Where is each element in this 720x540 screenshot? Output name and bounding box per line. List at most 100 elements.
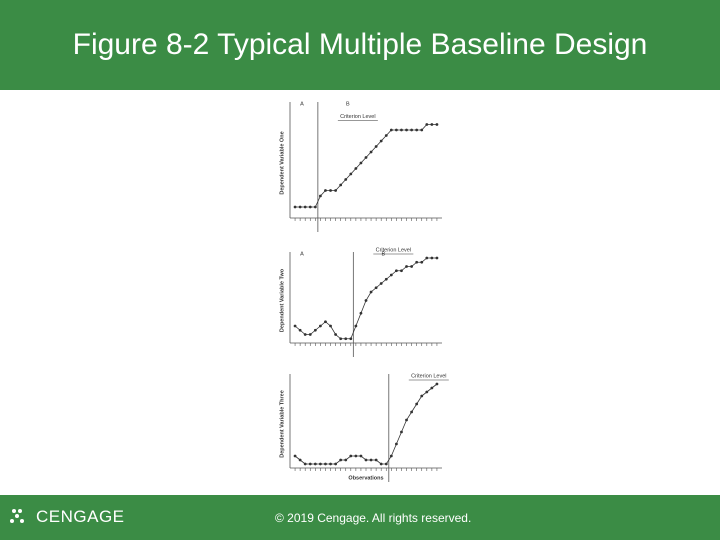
phase-label: A xyxy=(300,101,304,107)
data-line xyxy=(294,383,438,465)
data-point xyxy=(364,156,368,159)
data-point xyxy=(420,260,424,264)
data-point xyxy=(293,454,297,458)
data-point xyxy=(435,382,439,386)
data-point xyxy=(334,189,337,192)
data-point xyxy=(430,123,434,126)
data-point xyxy=(430,256,434,260)
data-point xyxy=(329,324,332,328)
criterion-label: Criterion Level xyxy=(411,373,446,379)
phase-label: B xyxy=(381,251,385,257)
data-point xyxy=(384,462,388,466)
data-point xyxy=(339,183,343,187)
data-point xyxy=(379,462,383,466)
data-point xyxy=(415,402,419,406)
data-point xyxy=(313,328,317,332)
data-point xyxy=(384,277,388,281)
data-point xyxy=(313,462,317,466)
data-point xyxy=(425,123,429,126)
data-point xyxy=(298,205,302,209)
data-point xyxy=(308,462,312,466)
data-point xyxy=(369,458,373,462)
data-point xyxy=(374,286,378,290)
y-axis-label: Dependent Variable One xyxy=(279,131,285,194)
data-point xyxy=(329,189,332,192)
criterion-label: Criterion Level xyxy=(376,247,411,253)
data-point xyxy=(354,454,358,458)
data-point xyxy=(400,128,403,132)
data-point xyxy=(354,324,358,328)
phase-label: B xyxy=(346,101,350,107)
footer: CENGAGE © 2019 Cengage. All rights reser… xyxy=(0,495,720,540)
data-point xyxy=(389,454,393,458)
data-point xyxy=(374,145,378,148)
data-point xyxy=(395,128,398,132)
data-point xyxy=(334,333,337,336)
data-point xyxy=(344,458,348,462)
logo: CENGAGE xyxy=(36,507,125,526)
criterion-label: Criterion Level xyxy=(340,114,375,120)
data-point xyxy=(410,265,413,268)
data-point xyxy=(308,205,312,209)
data-point xyxy=(420,394,424,398)
data-point xyxy=(405,418,408,422)
data-point xyxy=(339,458,343,462)
data-point xyxy=(374,458,378,462)
data-point xyxy=(344,178,348,181)
data-point xyxy=(329,462,332,466)
slide-title: Figure 8-2 Typical Multiple Baseline Des… xyxy=(0,0,720,90)
data-point xyxy=(359,311,363,315)
data-line xyxy=(295,124,437,208)
data-point xyxy=(425,256,429,260)
data-point xyxy=(349,337,353,341)
data-point xyxy=(298,458,302,462)
data-point xyxy=(379,282,383,285)
data-point xyxy=(395,442,398,446)
data-point xyxy=(410,410,413,414)
data-point xyxy=(430,386,434,390)
data-point xyxy=(405,128,408,132)
data-point xyxy=(349,454,353,458)
data-point xyxy=(369,150,373,154)
data-point xyxy=(354,167,358,170)
data-point xyxy=(420,128,424,132)
data-point xyxy=(293,324,297,328)
data-point xyxy=(349,172,353,176)
data-point xyxy=(303,333,307,336)
data-point xyxy=(400,269,403,273)
data-point xyxy=(425,390,429,394)
copyright: © 2019 Cengage. All rights reserved. xyxy=(275,511,472,525)
logo-icon xyxy=(10,509,24,523)
data-point xyxy=(339,337,343,341)
data-point xyxy=(369,290,373,294)
data-point xyxy=(389,273,393,277)
data-point xyxy=(303,462,307,466)
data-point xyxy=(395,269,398,273)
data-point xyxy=(324,320,327,324)
data-point xyxy=(344,337,348,341)
y-axis-label: Dependent Variable Two xyxy=(279,268,285,332)
data-point xyxy=(410,128,413,132)
data-point xyxy=(384,134,388,137)
data-point xyxy=(389,128,393,132)
data-point xyxy=(415,128,419,132)
data-point xyxy=(319,324,322,328)
data-point xyxy=(379,139,383,143)
data-point xyxy=(319,194,322,198)
x-axis-label: Observations xyxy=(348,475,383,481)
data-point xyxy=(400,430,403,434)
data-point xyxy=(359,161,363,165)
data-point xyxy=(298,328,302,332)
data-line xyxy=(294,257,437,340)
data-point xyxy=(324,189,327,192)
data-point xyxy=(359,454,363,458)
data-point xyxy=(319,462,322,466)
data-point xyxy=(324,462,327,466)
data-point xyxy=(364,299,368,302)
data-point xyxy=(415,260,419,264)
data-point xyxy=(364,458,368,462)
data-point xyxy=(308,333,312,336)
data-point xyxy=(405,265,408,268)
y-axis-label: Dependent Variable Three xyxy=(279,390,285,458)
